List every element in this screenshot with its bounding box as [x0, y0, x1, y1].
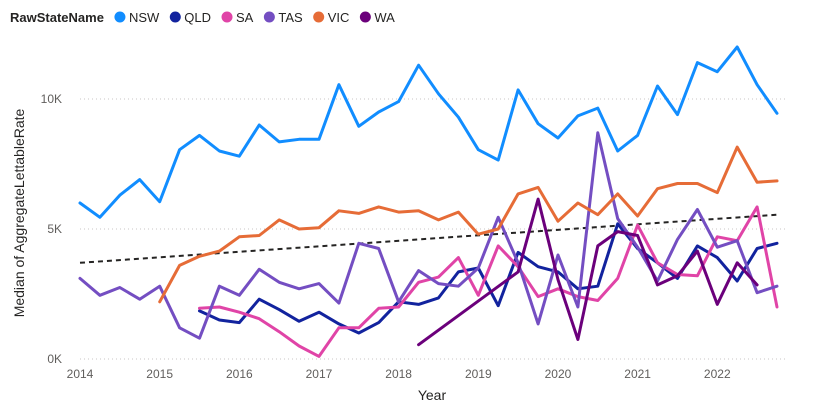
x-tick-label: 2017	[306, 367, 333, 381]
series-line-nsw[interactable]	[78, 45, 779, 219]
x-axis: 2014 2015 2016 2017 2018 2019 2020 2021 2022	[67, 367, 731, 381]
legend-label-tas[interactable]: TAS	[278, 10, 303, 25]
legend-marker-qld	[169, 11, 181, 23]
legend-marker-nsw	[114, 11, 126, 23]
legend-marker-wa	[359, 11, 371, 23]
series-layer	[78, 45, 779, 358]
x-axis-title: Year	[418, 387, 447, 403]
x-tick-label: 2014	[67, 367, 94, 381]
legend-label-wa[interactable]: WA	[374, 10, 395, 25]
series-line-wa[interactable]	[417, 197, 759, 347]
y-tick-label: 5K	[47, 222, 62, 236]
legend-marker-vic	[313, 11, 325, 23]
x-tick-label: 2018	[385, 367, 412, 381]
legend-label-vic[interactable]: VIC	[328, 10, 350, 25]
series-line-sa[interactable]	[198, 205, 779, 358]
series-line-vic[interactable]	[158, 145, 779, 304]
trend-line	[79, 213, 778, 264]
y-axis: 0K 5K 10K	[41, 92, 62, 366]
y-axis-title: Median of AggregateLettableRate	[11, 108, 27, 317]
legend-marker-sa	[221, 11, 233, 23]
series-line-tas[interactable]	[78, 131, 779, 340]
x-tick-label: 2016	[226, 367, 253, 381]
gridlines	[80, 98, 785, 360]
x-tick-label: 2022	[704, 367, 731, 381]
legend-label-nsw[interactable]: NSW	[129, 10, 160, 25]
legend-label-sa[interactable]: SA	[236, 10, 254, 25]
legend-title: RawStateName	[10, 10, 104, 25]
y-tick-label: 10K	[41, 92, 62, 106]
legend: RawStateName NSW QLD SA TAS VIC WA	[10, 10, 395, 25]
x-tick-label: 2015	[146, 367, 173, 381]
y-tick-label: 0K	[47, 352, 62, 366]
trend-line-layer	[79, 213, 778, 264]
x-tick-label: 2021	[624, 367, 651, 381]
legend-label-qld[interactable]: QLD	[184, 10, 211, 25]
legend-marker-tas	[263, 11, 275, 23]
x-tick-label: 2020	[545, 367, 572, 381]
x-tick-label: 2019	[465, 367, 492, 381]
